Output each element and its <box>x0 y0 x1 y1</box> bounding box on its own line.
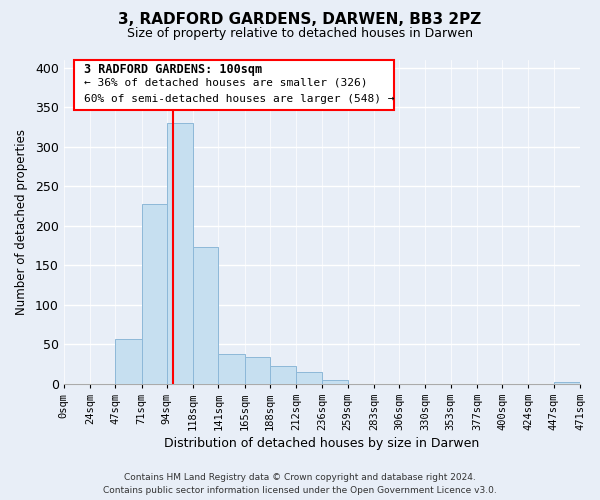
Text: Contains HM Land Registry data © Crown copyright and database right 2024.: Contains HM Land Registry data © Crown c… <box>124 474 476 482</box>
Bar <box>218 354 245 384</box>
Y-axis label: Number of detached properties: Number of detached properties <box>15 129 28 315</box>
Bar <box>322 380 347 384</box>
Text: Contains public sector information licensed under the Open Government Licence v3: Contains public sector information licen… <box>103 486 497 495</box>
Text: 3, RADFORD GARDENS, DARWEN, BB3 2PZ: 3, RADFORD GARDENS, DARWEN, BB3 2PZ <box>118 12 482 28</box>
Text: 60% of semi-detached houses are larger (548) →: 60% of semi-detached houses are larger (… <box>85 94 395 104</box>
Bar <box>245 358 270 384</box>
Bar <box>115 338 142 384</box>
Text: Size of property relative to detached houses in Darwen: Size of property relative to detached ho… <box>127 28 473 40</box>
Text: 3 RADFORD GARDENS: 100sqm: 3 RADFORD GARDENS: 100sqm <box>85 63 262 76</box>
X-axis label: Distribution of detached houses by size in Darwen: Distribution of detached houses by size … <box>164 437 479 450</box>
Bar <box>296 372 322 384</box>
Bar <box>167 123 193 384</box>
Bar <box>142 204 167 384</box>
Bar <box>554 382 580 384</box>
Text: ← 36% of detached houses are smaller (326): ← 36% of detached houses are smaller (32… <box>85 78 368 88</box>
Bar <box>270 366 296 384</box>
Bar <box>193 247 218 384</box>
FancyBboxPatch shape <box>74 60 394 110</box>
